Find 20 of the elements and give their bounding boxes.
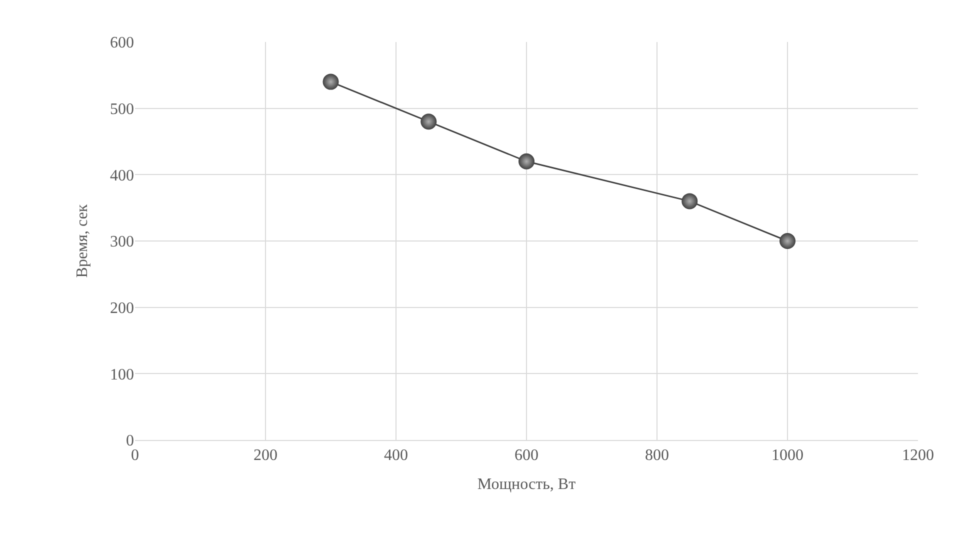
x-tick-label: 1000 <box>772 447 804 464</box>
y-tick-label: 100 <box>110 366 134 384</box>
x-axis-title: Мощность, Вт <box>477 476 576 493</box>
x-tick-label: 200 <box>254 447 278 464</box>
y-tick-label: 400 <box>110 167 134 184</box>
point <box>420 114 437 130</box>
y-tick-label: 0 <box>126 432 134 450</box>
y-axis-title: Время, сек <box>74 204 91 278</box>
y-tick-label: 300 <box>110 234 134 251</box>
x-tick-label: 1200 <box>902 447 934 464</box>
point <box>322 74 339 90</box>
point <box>682 193 698 210</box>
point <box>518 153 534 170</box>
y-tick-label: 200 <box>110 300 134 317</box>
y-tick-label: 600 <box>110 34 134 52</box>
x-tick-label: 600 <box>514 447 538 464</box>
x-tick-label: 800 <box>645 447 669 464</box>
y-tick-label: 500 <box>110 100 134 118</box>
x-tick-label: 400 <box>384 447 408 464</box>
point <box>780 233 796 249</box>
